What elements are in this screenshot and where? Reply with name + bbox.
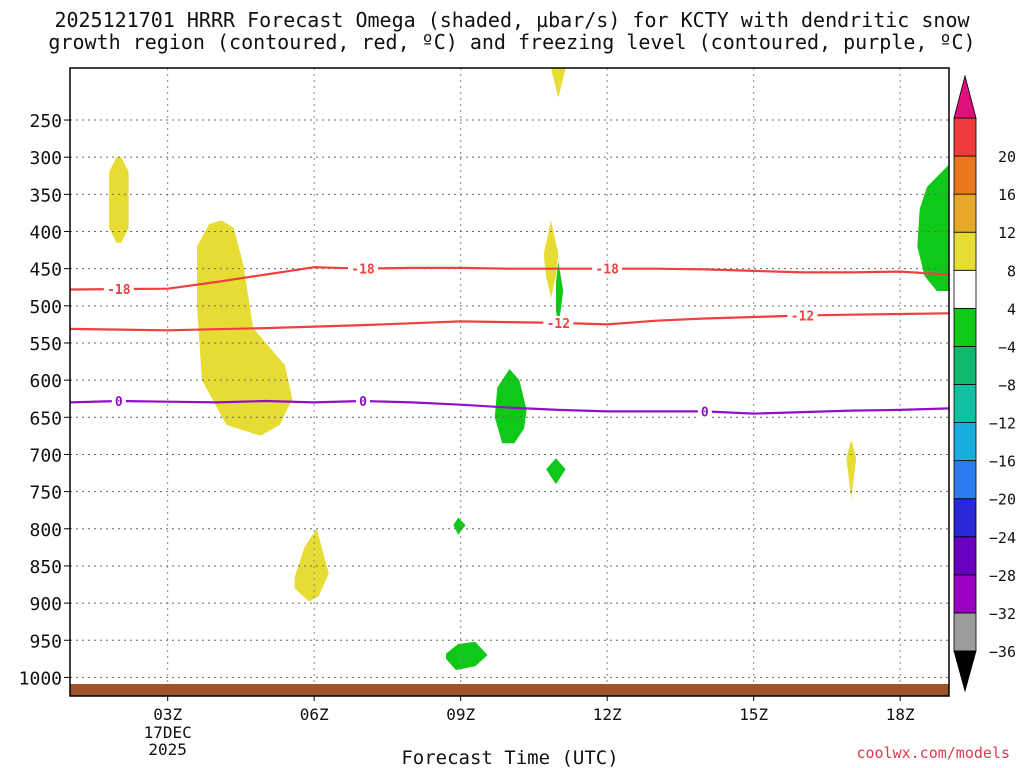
contour-label-bg	[103, 282, 134, 297]
contour-label: -18	[107, 283, 131, 298]
y-tick-label: 400	[29, 223, 62, 244]
colorbar-segment-4	[953, 498, 977, 538]
chart-title-line-2: growth region (contoured, red, ºC) and f…	[48, 30, 976, 54]
colorbar-level-label: −36	[989, 643, 1016, 661]
contour-label: -12	[547, 317, 570, 332]
y-tick-label: 950	[29, 631, 62, 652]
colorbar-level-label: −8	[998, 377, 1016, 395]
x-tick-label: 15Z	[739, 705, 768, 724]
y-tick-label: 800	[29, 520, 62, 541]
colorbar-level-label: −4	[998, 338, 1016, 356]
contour-label: -12	[791, 309, 814, 324]
plot-area: -18 -18 -18 -12 -12 0 0 0	[70, 68, 949, 696]
x-tick-label: 18Z	[886, 705, 915, 724]
colorbar-segment-13	[953, 155, 977, 195]
colorbar-level-label: −32	[989, 605, 1016, 623]
colorbar-segment-10	[953, 269, 977, 309]
y-tick-label: 750	[29, 483, 62, 504]
plot-frame	[69, 67, 950, 697]
colorbar-level-label: 12	[998, 224, 1016, 242]
contour-label-bg	[111, 393, 126, 408]
omega-region-6	[846, 439, 857, 500]
omega-region-1	[109, 157, 129, 243]
colorbar-level-label: −16	[989, 453, 1016, 471]
colorbar-level-label: −12	[989, 415, 1016, 433]
colorbar-segment-1	[953, 612, 977, 652]
y-tick-label: 500	[29, 297, 62, 318]
colorbar-level-label: 20	[998, 148, 1016, 166]
y-tick-label: 700	[29, 445, 62, 466]
colorbar-level-label: 8	[1007, 262, 1016, 280]
colorbar-level-label: 4	[1007, 300, 1016, 318]
contour-label-bg	[348, 261, 378, 276]
contour-label-bg	[697, 404, 712, 419]
x-tick-sublabel: 17DEC	[144, 723, 192, 742]
colorbar-segment-11	[953, 231, 977, 271]
omega-region-8	[555, 261, 564, 329]
y-tick-label: 850	[29, 557, 62, 578]
colorbar-level-label: −24	[989, 529, 1016, 547]
ground-band	[70, 684, 949, 696]
colorbar-segment-6	[953, 422, 977, 462]
colorbar-segment-8	[953, 346, 977, 385]
contour-label-bg	[592, 261, 623, 276]
contour-label: 0	[115, 395, 123, 410]
contour-label-bg	[543, 315, 574, 330]
y-tick-label: 900	[29, 594, 62, 615]
colorbar-segment-12	[953, 193, 977, 233]
contour-label-bg	[787, 308, 818, 323]
chart-title-line-1: 2025121701 HRRR Forecast Omega (shaded, …	[54, 8, 970, 32]
y-tick-label: 350	[29, 185, 62, 206]
omega-region-12	[917, 164, 949, 291]
colorbar-extend-low	[953, 650, 977, 693]
y-tick-label: 550	[29, 334, 62, 355]
x-tick-label: 12Z	[593, 705, 622, 724]
y-tick-label: 650	[29, 408, 62, 429]
colorbar-segment-9	[953, 307, 977, 347]
omega-region-9	[546, 458, 566, 485]
colorbar-level-label: 16	[998, 186, 1016, 204]
contour-line-0	[70, 399, 949, 415]
colorbar-segment-3	[953, 536, 977, 576]
y-tick-label: 1000	[19, 668, 62, 689]
colorbar-level-label: −28	[989, 567, 1016, 585]
contour-label: -18	[595, 263, 619, 278]
colorbar-segment-14	[953, 117, 977, 157]
x-tick-sublabel: 2025	[148, 740, 187, 759]
credit-text: coolwx.com/models	[856, 744, 1010, 762]
omega-region-4	[543, 220, 559, 299]
y-tick-label: 250	[29, 111, 62, 132]
omega-region-11	[446, 641, 488, 670]
colorbar-level-label: −20	[989, 491, 1016, 509]
omega-region-7	[494, 369, 527, 444]
colorbar-extend-high	[953, 74, 977, 119]
y-tick-label: 450	[29, 260, 62, 281]
y-tick-label: 300	[29, 148, 62, 169]
contour-line-m18	[70, 266, 949, 291]
omega-region-3	[294, 528, 329, 602]
x-axis-label: Forecast Time (UTC)	[401, 747, 618, 768]
contour-label: 0	[701, 405, 709, 420]
colorbar-segment-5	[953, 460, 977, 500]
contour-label: -18	[351, 263, 375, 278]
contour-line-m12	[70, 312, 949, 332]
contour-label-bg	[356, 393, 370, 408]
contour-label: 0	[359, 395, 367, 410]
x-tick-label: 06Z	[300, 705, 329, 724]
omega-region-10	[453, 517, 466, 535]
omega-region-5	[551, 68, 566, 98]
colorbar-segment-7	[953, 384, 977, 423]
colorbar-segment-2	[953, 574, 977, 614]
x-tick-label: 09Z	[446, 705, 475, 724]
y-tick-label: 600	[29, 371, 62, 392]
x-tick-label: 03Z	[153, 705, 182, 724]
